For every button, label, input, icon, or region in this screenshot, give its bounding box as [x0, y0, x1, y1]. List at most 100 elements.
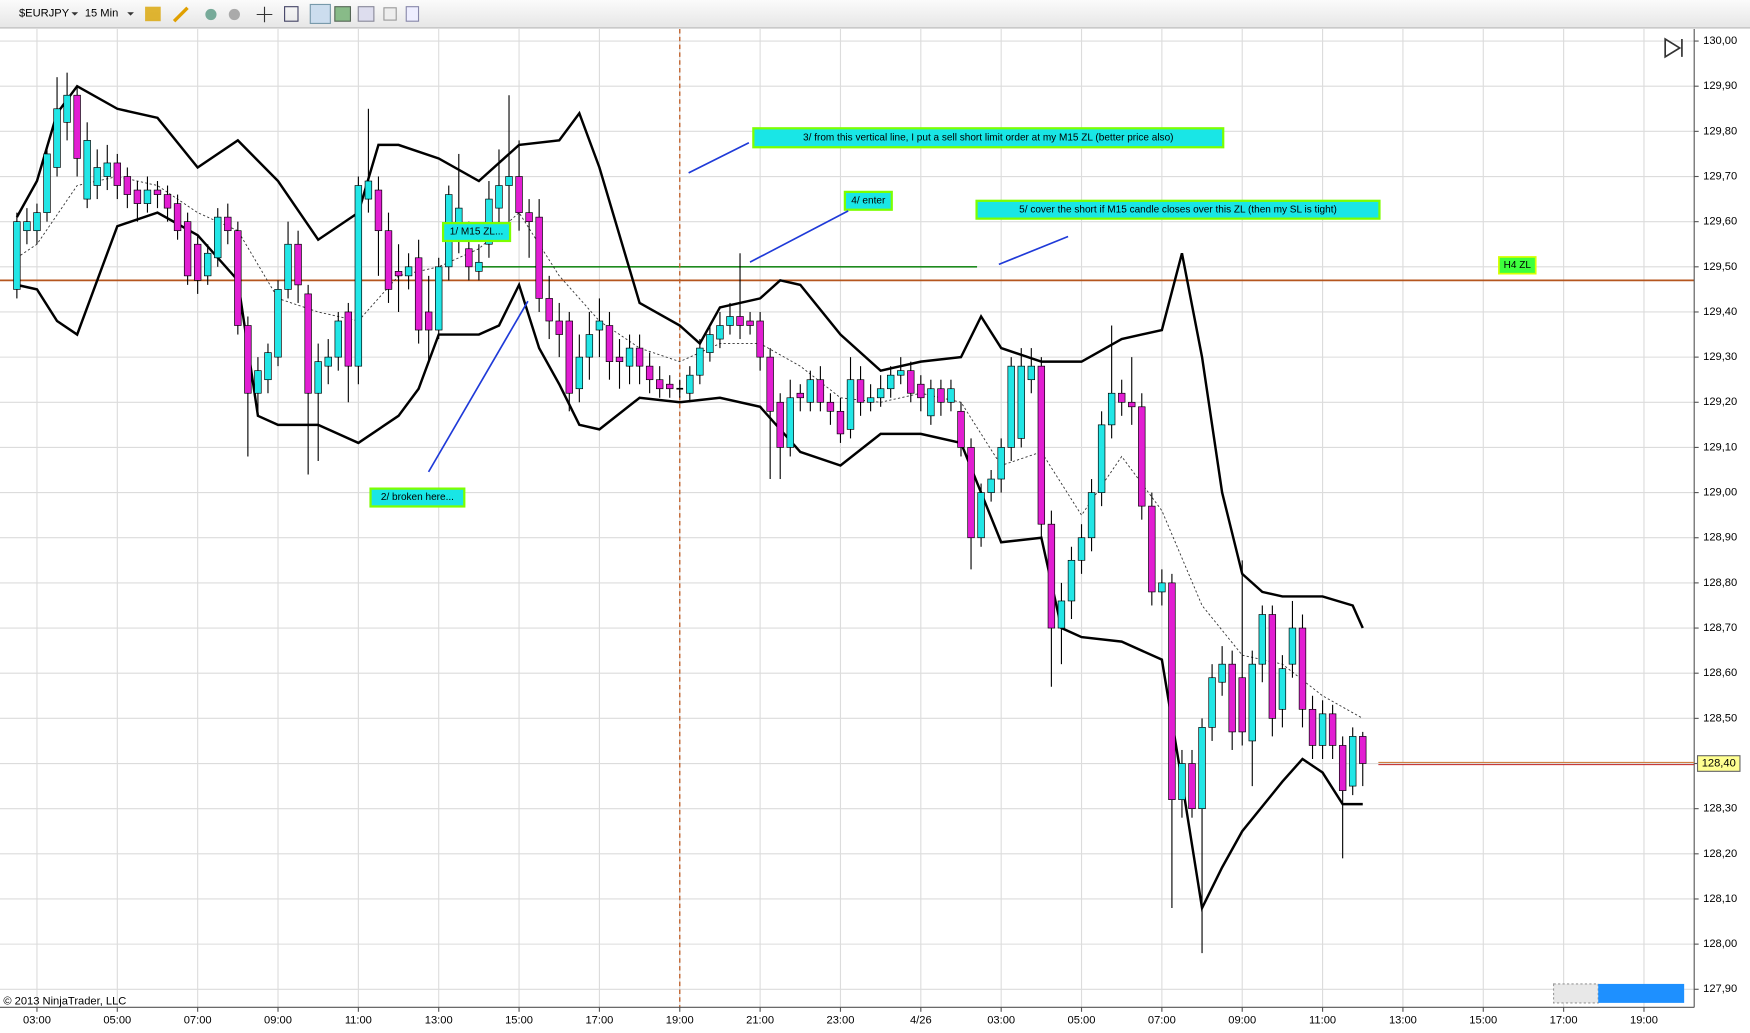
x-tick-label: 15:00 — [1469, 1015, 1497, 1027]
candle-body — [796, 392, 804, 399]
properties-icon[interactable] — [309, 3, 331, 24]
x-tick-label: 13:00 — [425, 1015, 453, 1027]
candle-body — [1288, 627, 1297, 665]
x-tick-label: 11:00 — [1309, 1015, 1336, 1027]
scrollbar-thumb[interactable] — [1598, 983, 1685, 1003]
tool-icon[interactable] — [205, 8, 217, 21]
dropdown-arrow[interactable] — [127, 12, 134, 16]
horizontal-scrollbar[interactable] — [1553, 983, 1685, 1004]
y-tick-label: 128,60 — [1703, 667, 1737, 679]
candle-body — [1128, 401, 1136, 408]
candle-body — [103, 162, 111, 177]
candle-body — [1278, 668, 1287, 710]
candle-body — [1007, 365, 1015, 448]
candle-body — [495, 185, 503, 209]
instrument-selector[interactable]: $EURJPY — [19, 7, 70, 19]
x-tick-label: 13:00 — [1389, 1015, 1417, 1027]
scroll-to-end-button[interactable] — [1664, 37, 1683, 59]
candle-body — [967, 447, 975, 539]
strategies-icon[interactable] — [357, 6, 375, 22]
candle-body — [1349, 736, 1357, 787]
candle-body — [465, 248, 473, 268]
toolbar-icons[interactable] — [145, 3, 420, 24]
candle-body — [605, 325, 614, 362]
last-price-tag — [1696, 755, 1741, 772]
candle-body — [535, 216, 543, 299]
candle-body — [485, 198, 493, 245]
candle-body — [866, 397, 875, 403]
candle-body — [374, 189, 383, 232]
dropdown-arrow[interactable] — [71, 12, 79, 16]
crosshair-icon[interactable] — [256, 6, 273, 23]
candle-body — [1017, 365, 1025, 439]
scrollbar-track[interactable] — [1553, 983, 1599, 1004]
y-tick-label: 129,30 — [1703, 351, 1737, 363]
x-tick-label: 05:00 — [103, 1015, 131, 1027]
tool-icon[interactable] — [228, 8, 240, 21]
candle-body — [1148, 505, 1156, 593]
candle-body — [897, 370, 905, 376]
toolbar — [0, 0, 1750, 28]
x-tick-label: 09:00 — [1228, 1015, 1256, 1027]
candle-body — [1087, 492, 1096, 539]
interval-selector[interactable]: 15 Min — [85, 7, 118, 19]
candle-body — [615, 356, 624, 362]
candle-body — [1198, 727, 1206, 809]
candle-body — [876, 388, 885, 399]
candle-body — [635, 347, 644, 367]
candle-body — [696, 347, 704, 376]
candle-body — [1258, 614, 1266, 665]
candle-body — [1077, 537, 1086, 561]
candle-body — [555, 320, 563, 335]
candle-body — [254, 370, 262, 394]
candle-body — [424, 311, 433, 331]
plot-area: H4 ZL 1/ M15 ZL... 2/ broken here... 3/ fro… — [0, 29, 1695, 1008]
candle-body — [927, 388, 935, 417]
candle-body — [324, 356, 332, 367]
x-tick-label: 19:00 — [666, 1015, 694, 1027]
candle-body — [575, 356, 584, 390]
candle-body — [947, 388, 955, 403]
candle-body — [193, 243, 202, 281]
candle-body — [304, 293, 312, 394]
data-box-icon[interactable] — [405, 6, 420, 22]
candle-body — [1328, 713, 1337, 746]
pointer-line — [427, 300, 529, 473]
candle-body — [917, 383, 925, 399]
y-tick-label: 129,40 — [1703, 306, 1737, 318]
candle-body — [1308, 708, 1317, 746]
candle-body — [645, 365, 654, 381]
band-line — [16, 211, 1363, 913]
annotation-text: 1/ M15 ZL... — [450, 227, 504, 238]
candle-body — [706, 334, 714, 353]
candle-body — [736, 316, 744, 326]
candle-body — [1118, 392, 1126, 403]
tool-icon[interactable] — [383, 7, 397, 21]
candle-body — [666, 383, 674, 390]
candle-body — [173, 203, 182, 232]
candle-body — [143, 189, 152, 204]
candle-body — [786, 397, 794, 448]
candle-body — [746, 320, 754, 326]
candle-body — [274, 289, 282, 358]
candle-body — [686, 374, 694, 394]
pointer-lines — [427, 142, 1069, 473]
y-tick-label: 128,10 — [1703, 893, 1737, 905]
candle-body — [565, 320, 573, 394]
candle-body — [123, 176, 132, 195]
candle-body — [83, 140, 91, 200]
indicators-icon[interactable] — [334, 6, 352, 22]
candle-body — [585, 334, 594, 358]
draw-icon[interactable] — [172, 6, 189, 23]
x-tick-label: 07:00 — [1148, 1015, 1176, 1027]
zoom-icon[interactable] — [284, 6, 299, 22]
y-tick-label: 129,90 — [1703, 80, 1737, 92]
y-tick-label: 128,80 — [1703, 577, 1737, 589]
chart-style-icon[interactable] — [145, 6, 161, 22]
candle-body — [766, 356, 774, 412]
candle-body — [264, 352, 272, 381]
candle-body — [354, 185, 363, 367]
y-tick-label: 128,70 — [1703, 622, 1737, 634]
candle-body — [394, 270, 403, 277]
